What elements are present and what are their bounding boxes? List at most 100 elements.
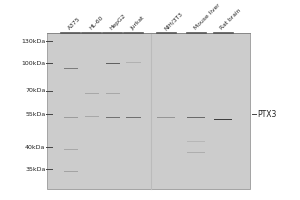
Bar [64, 149, 78, 150]
Bar [126, 62, 141, 63]
Bar [106, 117, 120, 118]
Bar [214, 119, 232, 120]
Text: 130kDa: 130kDa [21, 39, 46, 44]
Bar [126, 117, 141, 118]
Bar [64, 68, 78, 69]
Bar [85, 93, 99, 94]
Bar [106, 63, 120, 64]
Bar [106, 93, 120, 94]
Bar [106, 63, 120, 64]
Bar [106, 117, 120, 118]
Bar [187, 117, 205, 118]
Bar [126, 117, 141, 118]
Bar [106, 117, 120, 118]
Bar [64, 117, 78, 118]
Bar [106, 117, 120, 118]
Bar [187, 117, 205, 118]
Bar [187, 152, 205, 153]
Text: 70kDa: 70kDa [25, 88, 46, 93]
Bar [187, 117, 205, 118]
Bar [126, 117, 141, 118]
Bar [106, 93, 120, 94]
Bar [64, 68, 78, 69]
Bar [214, 119, 232, 120]
Bar [126, 62, 141, 63]
Bar [64, 68, 78, 69]
Bar [106, 63, 120, 64]
Text: PTX3: PTX3 [257, 110, 277, 119]
Bar [106, 93, 120, 94]
Bar [64, 68, 78, 69]
Text: 55kDa: 55kDa [25, 112, 46, 117]
Bar [106, 63, 120, 64]
Bar [126, 117, 141, 118]
Bar [214, 119, 232, 120]
Bar [64, 171, 78, 172]
Bar [64, 149, 78, 150]
Bar [85, 93, 99, 94]
Bar [214, 119, 232, 120]
Bar [106, 117, 120, 118]
Bar [64, 117, 78, 118]
Bar [158, 117, 175, 118]
Bar [106, 93, 120, 94]
Bar [126, 62, 141, 63]
Bar [106, 117, 120, 118]
Bar [64, 171, 78, 172]
Bar [64, 68, 78, 69]
Bar [106, 117, 120, 118]
Bar [126, 62, 141, 63]
Bar [64, 171, 78, 172]
Bar [64, 171, 78, 172]
Bar [64, 68, 78, 69]
Bar [64, 68, 78, 69]
Text: NIH/3T3: NIH/3T3 [163, 11, 183, 31]
Bar [187, 117, 205, 118]
Bar [126, 62, 141, 63]
Bar [64, 171, 78, 172]
Bar [106, 93, 120, 94]
Bar [64, 117, 78, 118]
Bar [64, 117, 78, 118]
Bar [106, 117, 120, 118]
Bar [214, 119, 232, 120]
Bar [64, 149, 78, 150]
Bar [64, 149, 78, 150]
Bar [64, 149, 78, 150]
Bar [126, 117, 141, 118]
Bar [126, 117, 141, 118]
Bar [106, 93, 120, 94]
Bar [106, 93, 120, 94]
Bar [64, 68, 78, 69]
Bar [64, 171, 78, 172]
Bar [126, 62, 141, 63]
Bar [64, 68, 78, 69]
Bar [158, 117, 175, 118]
Bar [64, 149, 78, 150]
Bar [85, 93, 99, 94]
Bar [126, 117, 141, 118]
Bar [85, 93, 99, 94]
Bar [64, 68, 78, 69]
Bar [106, 63, 120, 64]
Text: HL-60: HL-60 [88, 15, 104, 31]
Bar [187, 117, 205, 118]
Bar [106, 63, 120, 64]
Bar [64, 171, 78, 172]
Bar [106, 117, 120, 118]
Bar [106, 93, 120, 94]
Bar [126, 117, 141, 118]
Bar [126, 117, 141, 118]
Bar [106, 117, 120, 118]
Bar [187, 117, 205, 118]
Bar [64, 68, 78, 69]
Bar [64, 68, 78, 69]
Bar [106, 93, 120, 94]
Bar [106, 93, 120, 94]
Bar [187, 117, 205, 118]
Bar [64, 68, 78, 69]
Bar [85, 93, 99, 94]
Bar [85, 93, 99, 94]
Bar [214, 119, 232, 120]
Text: Rat brain: Rat brain [220, 8, 242, 31]
